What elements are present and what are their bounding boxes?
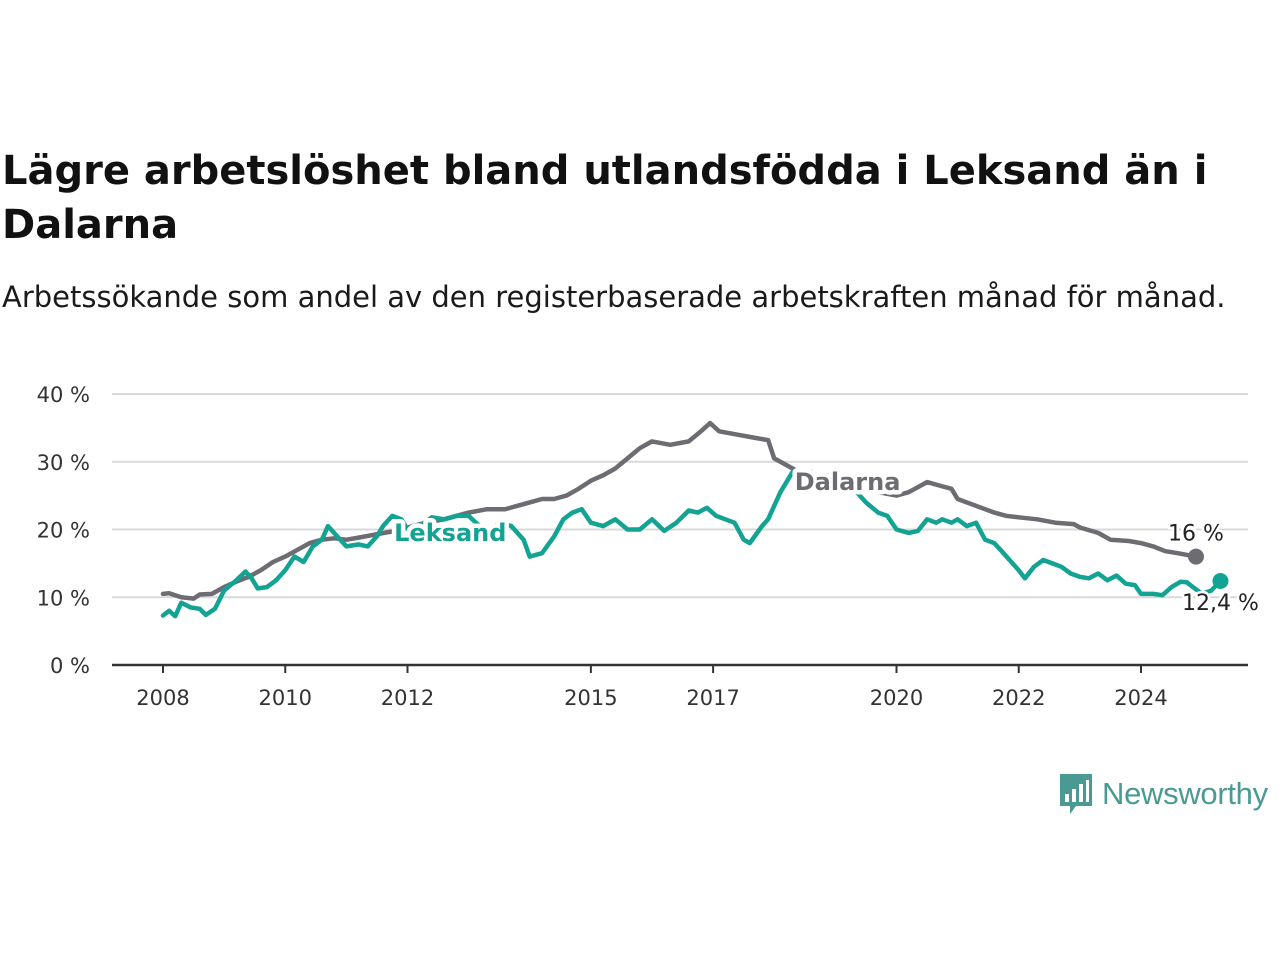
newsworthy-logo-text: Newsworthy bbox=[1102, 776, 1268, 811]
y-tick-label: 10 % bbox=[37, 586, 90, 610]
series-line-dalarna bbox=[160, 420, 1199, 601]
series-endpoint-dalarna bbox=[1188, 548, 1204, 565]
x-tick-label: 2024 bbox=[1114, 686, 1167, 710]
chart-title: Lägre arbetslöshet bland utlandsfödda i … bbox=[2, 148, 1208, 248]
x-tick-label: 2008 bbox=[136, 686, 189, 710]
y-tick-label: 20 % bbox=[37, 519, 90, 543]
x-tick-label: 2022 bbox=[992, 686, 1045, 710]
x-tick-label: 2012 bbox=[381, 686, 434, 710]
y-tick-label: 40 % bbox=[37, 383, 90, 407]
series-end-label: 12,4 % bbox=[1182, 591, 1259, 616]
x-tick-label: 2017 bbox=[686, 686, 739, 710]
line-chart: 0 % 10 % 20 % 30 % 40 % 2008 2010 2012 2015 2017 2… bbox=[37, 383, 1262, 710]
series-line-leksand bbox=[160, 469, 1223, 619]
newsworthy-logo-icon bbox=[1060, 774, 1092, 814]
series-end-label: 16 % bbox=[1168, 522, 1224, 547]
series-name-label: Leksand bbox=[394, 519, 506, 547]
y-tick-label: 0 % bbox=[50, 654, 90, 678]
x-tick-label: 2020 bbox=[870, 686, 923, 710]
y-tick-label: 30 % bbox=[37, 451, 90, 475]
newsworthy-logo: Newsworthy bbox=[1058, 772, 1268, 816]
x-tick-label: 2015 bbox=[564, 686, 617, 710]
x-tick-label: 2010 bbox=[259, 686, 312, 710]
series-name-label: Dalarna bbox=[795, 468, 901, 496]
series-endpoint-leksand bbox=[1212, 572, 1229, 589]
chart-subtitle: Arbetssökande som andel av den registerb… bbox=[2, 280, 1226, 314]
